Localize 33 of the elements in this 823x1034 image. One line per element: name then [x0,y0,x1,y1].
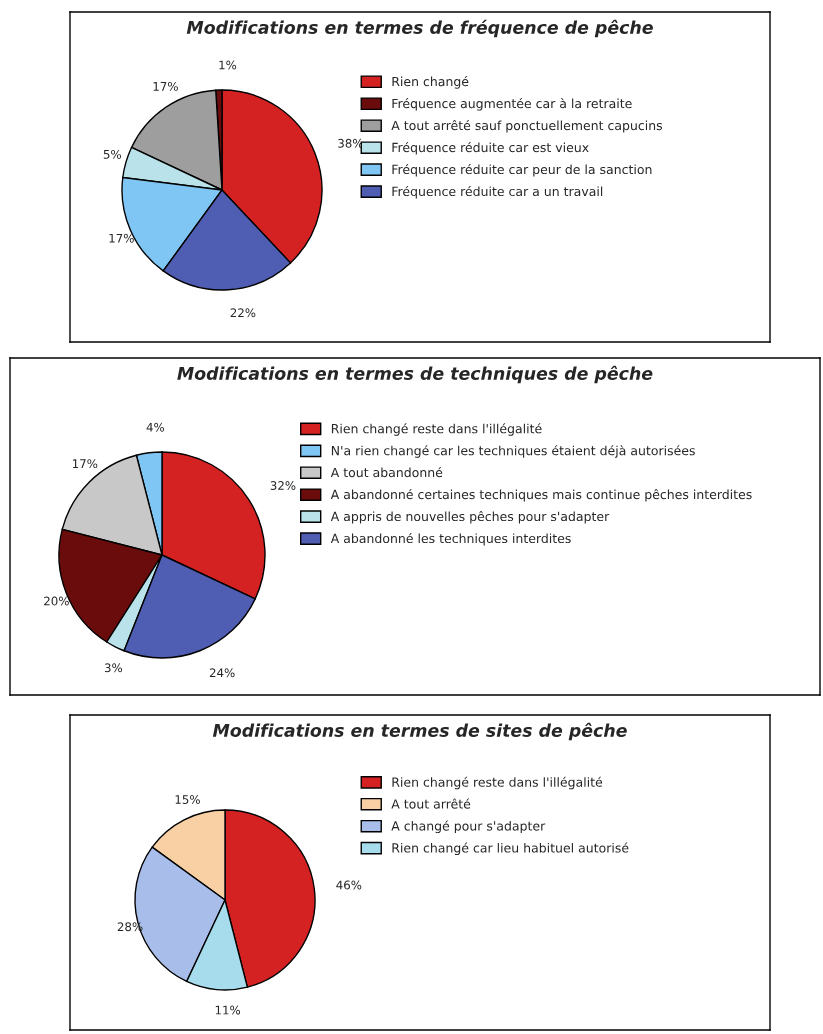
legend-label: N'a rien changé car les techniques étaient déjà autorisées [331,445,695,458]
legend-label: Fréquence réduite car a un travail [392,185,603,199]
data-label: 11% [215,1005,241,1015]
legend-label: A tout abandonné [330,466,443,478]
data-label: 15% [175,795,200,804]
data-label: 5% [103,149,121,159]
data-label: 32% [270,481,296,490]
legend-label: A appris de nouvelles pêches pour s'adapter [330,510,610,524]
data-label: 17% [153,81,178,91]
data-label: 4% [146,422,165,432]
data-label: 1% [219,60,237,70]
legend-label: A abandonné les techniques interdites [330,532,571,546]
data-label: 20% [44,596,69,606]
legend-label: A tout arrêté sauf ponctuellement capucins [391,120,663,133]
data-label: 3% [104,663,123,673]
data-label: 46% [336,880,362,890]
legend-label: A tout arrêté [391,798,471,809]
legend-label: A changé pour s'adapter [391,820,546,834]
chart-title: Modifications en termes de sites de pêche [212,722,627,741]
chart-title: Modifications en termes de fréquence de pêche [186,19,653,38]
legend-label: Fréquence réduite car peur de la sanction [392,163,652,177]
legend-label: Fréquence augmentée car à la retraite [392,98,632,111]
data-label: 22% [230,308,256,318]
legend-label: Fréquence réduite car est vieux [392,141,589,155]
legend-label: Rien changé reste dans l'illégalité [392,776,603,790]
data-label: 24% [209,668,235,678]
legend-label: A abandonné certaines techniques mais continue pêches interdites [330,488,752,502]
legend-label: Rien changé reste dans l'illégalité [331,423,542,436]
legend-label: Rien changé [392,76,469,89]
data-label: 17% [72,459,98,469]
data-label: 17% [109,233,134,243]
legend-label: Rien changé car lieu habituel autorisé [392,842,629,856]
chart-title: Modifications en termes de techniques de pêche [177,365,653,384]
